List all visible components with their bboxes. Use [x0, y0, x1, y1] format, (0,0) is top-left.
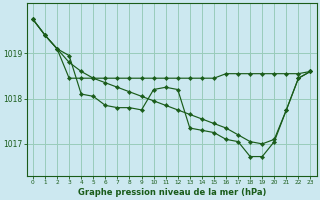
X-axis label: Graphe pression niveau de la mer (hPa): Graphe pression niveau de la mer (hPa)	[77, 188, 266, 197]
